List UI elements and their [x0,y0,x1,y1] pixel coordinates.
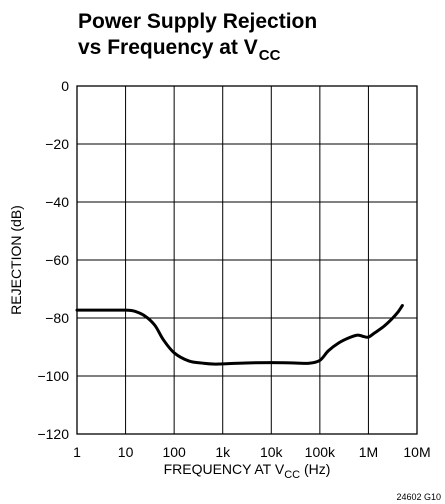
chart-title-prefix: vs Frequency at V [78,36,258,59]
chart-title-subscript: CC [258,47,281,64]
x-tick-label: 1M [359,444,378,460]
y-tick-label: −60 [45,252,69,268]
series-line [75,304,404,366]
x-tick-label: 10k [260,444,284,460]
y-tick-label: −40 [45,194,69,210]
plot-frame [76,85,418,435]
y-tick-label: −20 [45,136,69,152]
x-tick-label: 1 [73,444,81,460]
y-tick-label: −120 [37,426,69,442]
x-tick-label: 100k [305,444,336,460]
figure-code: 24602 G10 [396,492,441,502]
y-axis-label: REJECTION (dB) [8,205,24,315]
x-axis-label-prefix: FREQUENCY AT V [164,461,285,477]
x-axis-label: FREQUENCY AT VCC (Hz) [164,461,331,481]
x-axis-label-suffix: (Hz) [300,461,330,477]
x-tick-label: 10 [118,444,134,460]
x-tick-label: 1k [215,444,231,460]
y-tick-label: −80 [45,310,69,326]
chart-title-line-1: Power Supply Rejection [78,10,318,33]
y-axis-ticks: 0 −20 −40 −60 −80 −100 −120 [37,78,69,442]
y-tick-label: −100 [37,368,69,384]
y-tick-label: 0 [61,78,69,94]
x-axis-label-subscript: CC [284,469,300,481]
chart-title-line-2: vs Frequency at VCC [78,36,281,64]
x-tick-label: 100 [162,444,186,460]
x-tick-label: 10M [403,444,430,460]
grid [77,86,417,434]
x-axis-ticks: 1 10 100 1k 10k 100k 1M 10M [73,444,431,460]
